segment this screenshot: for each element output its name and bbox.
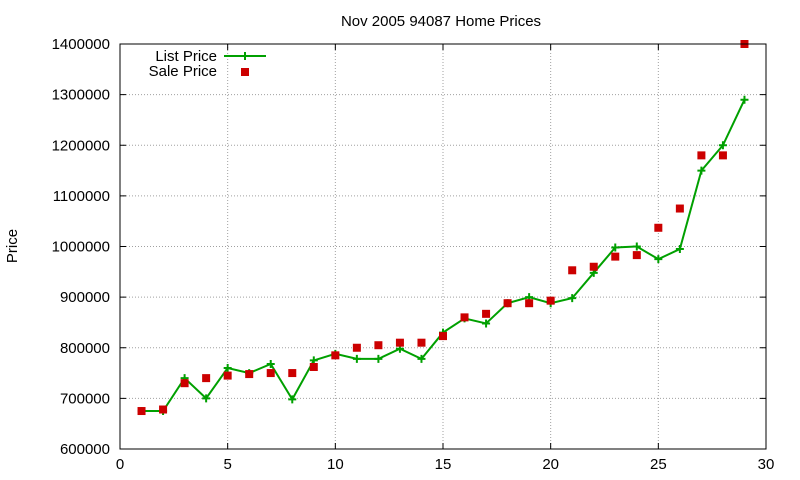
list-price-point — [654, 255, 663, 264]
y-tick-label: 1400000 — [52, 36, 110, 53]
sale-price-point — [180, 379, 189, 388]
sale-price-point — [568, 266, 577, 275]
sale-price-point — [675, 204, 684, 213]
sale-price-point — [439, 332, 447, 341]
legend-label-sale-price: Sale Price — [149, 63, 217, 80]
sale-price-point — [245, 370, 254, 379]
list-price-point — [482, 319, 491, 328]
plot-frame — [119, 43, 767, 450]
sale-price-point — [159, 405, 168, 414]
sale-price-point — [546, 296, 555, 305]
list-price-point — [374, 354, 383, 363]
list-price-point — [675, 245, 684, 254]
sale-price-point — [137, 407, 146, 416]
list-price-point — [611, 243, 620, 252]
list-price-point — [417, 354, 426, 363]
y-tick-label: 1200000 — [52, 137, 110, 154]
sale-price-point — [525, 299, 534, 308]
sale-price-point — [503, 299, 512, 308]
x-tick-label: 15 — [435, 456, 452, 473]
list-price-point — [568, 294, 577, 303]
sale-price-point — [352, 343, 361, 352]
list-price-point — [266, 359, 275, 368]
sale-price-point — [460, 313, 469, 322]
list-price-point — [352, 354, 361, 363]
sale-price-point — [482, 309, 491, 318]
x-tick-label: 30 — [758, 456, 775, 473]
x-tick-label: 10 — [327, 456, 344, 473]
sale-price-point — [374, 341, 383, 350]
list-price-point — [740, 95, 749, 104]
sale-price-point — [202, 374, 211, 383]
list-price-point — [718, 141, 727, 150]
list-price-point — [202, 394, 211, 403]
y-tick-label: 900000 — [60, 289, 110, 306]
sale-price-point — [331, 351, 340, 360]
x-tick-label: 25 — [650, 456, 667, 473]
list-price-point — [223, 364, 232, 372]
sale-price-point — [654, 223, 663, 232]
sale-price-point — [718, 151, 727, 160]
y-tick-label: 1300000 — [52, 87, 110, 104]
sale-price-point — [288, 369, 297, 378]
x-tick-label: 5 — [223, 456, 231, 473]
sale-price-point — [395, 338, 404, 347]
grid — [120, 44, 766, 449]
sale-price-point — [223, 371, 232, 380]
sale-price-point — [266, 369, 275, 378]
list-price-point — [288, 395, 297, 404]
legend-label-list-price: List Price — [155, 48, 217, 65]
legend-marker-sale-price — [241, 68, 249, 76]
sale-price-point — [589, 262, 598, 271]
y-axis-label: Price — [4, 229, 21, 263]
y-tick-label: 1100000 — [53, 188, 110, 205]
y-tick-label: 800000 — [60, 340, 110, 357]
y-tick-label: 700000 — [60, 390, 110, 407]
y-tick-label: 1000000 — [52, 239, 110, 256]
list-price-point — [697, 166, 706, 175]
x-tick-label: 0 — [116, 456, 124, 473]
y-tick-label: 600000 — [60, 441, 110, 458]
axis-ticks: 0 5 10 15 20 25 30 600000 700000 800000 900000 1000… — [52, 36, 775, 473]
data-series — [137, 40, 749, 416]
sale-price-point — [309, 362, 318, 371]
sale-price-point — [632, 251, 641, 260]
list-price-point — [632, 242, 641, 251]
sale-price-point — [611, 252, 620, 261]
legend-marker-list-price — [241, 52, 249, 60]
chart-title: Nov 2005 94087 Home Prices — [341, 13, 541, 30]
x-tick-label: 20 — [542, 456, 559, 473]
sale-price-point — [417, 338, 426, 347]
sale-price-point — [697, 151, 706, 160]
